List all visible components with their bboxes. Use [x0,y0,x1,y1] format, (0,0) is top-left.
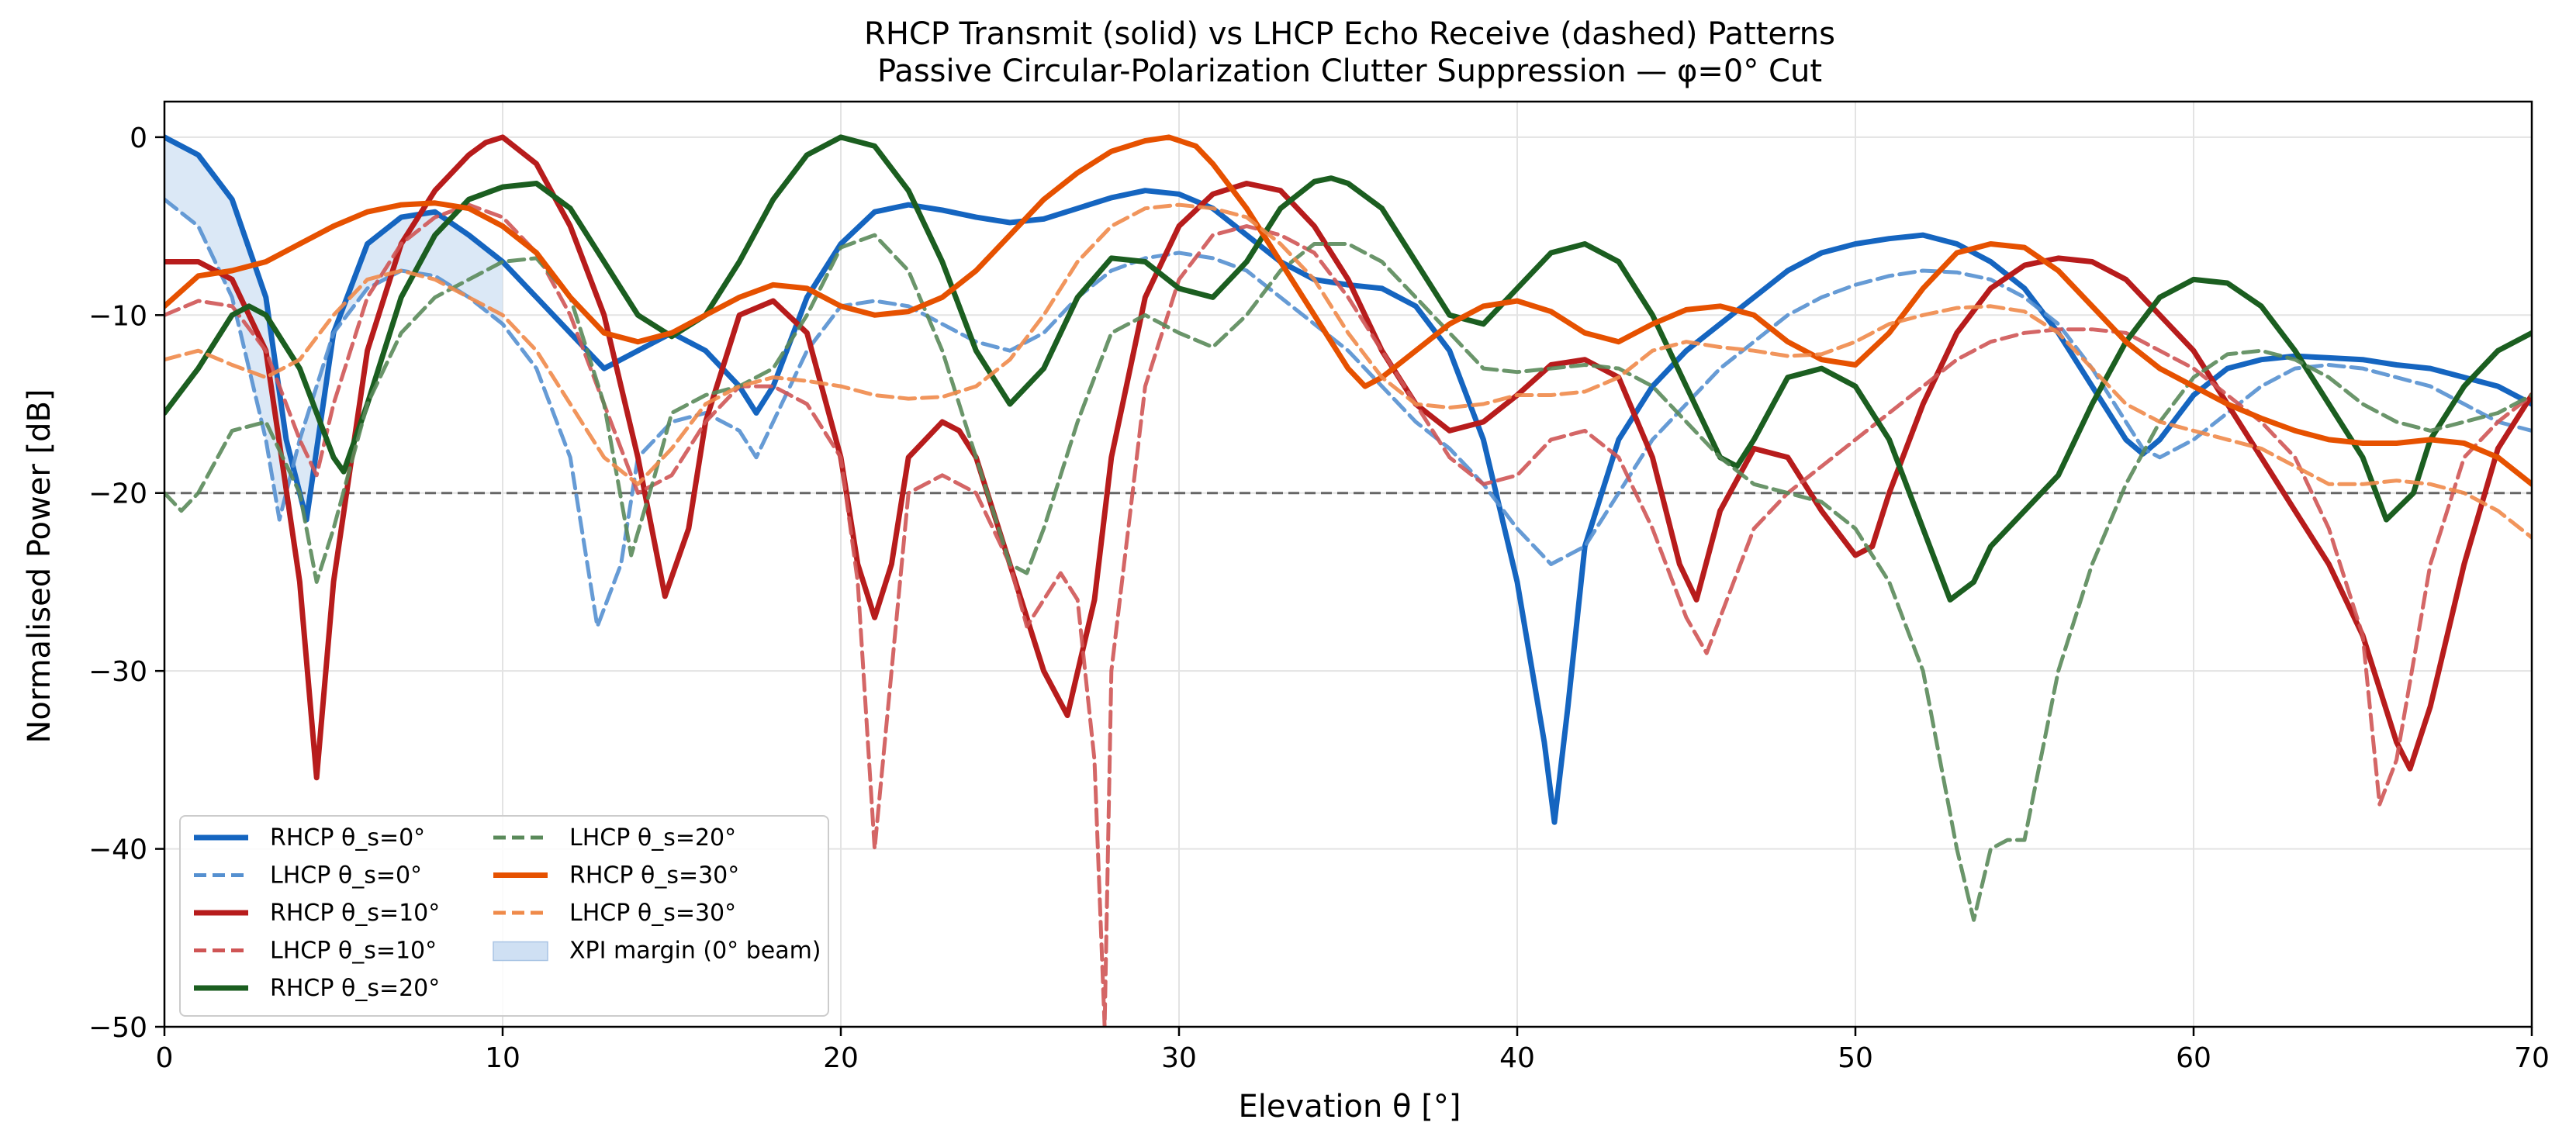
x-tick-label: 30 [1161,1042,1197,1074]
y-tick-label: −30 [88,656,147,688]
x-axis-label: Elevation θ [°] [1239,1089,1461,1125]
series-line-rhcp-theta-0 [164,134,2532,825]
x-tick-label: 60 [2176,1042,2211,1074]
legend-item-rhcp-theta-10: RHCP θ_s=10° [194,900,440,927]
legend: RHCP θ_s=0° LHCP θ_s=0° RHCP θ_s=10° LHCP θ… [179,815,829,1017]
series-line-lhcp-theta-0 [164,197,2532,629]
chart-title: RHCP Transmit (solid) vs LHCP Echo Recei… [864,16,1835,52]
series-line-lhcp-theta-30 [164,202,2532,540]
axis-ticks: 0 10 20 30 40 50 60 70 0 −10 −20 −30 −40 −50 [88,123,2550,1074]
plot-frame [163,100,2533,1028]
legend-label: LHCP θ_s=10° [270,938,437,965]
legend-label: LHCP θ_s=30° [569,900,736,927]
y-tick-label: −40 [88,834,147,866]
x-tick-label: 40 [1499,1042,1535,1074]
legend-label: RHCP θ_s=20° [270,975,440,1002]
legend-box [179,815,829,1017]
series-line-lhcp-theta-20 [164,233,2532,922]
legend-label: LHCP θ_s=0° [270,862,422,890]
legend-item-lhcp-theta-10: LHCP θ_s=10° [194,938,437,965]
legend-item-rhcp-theta-30: RHCP θ_s=30° [493,862,739,890]
y-tick-label: −10 [88,300,147,332]
legend-label: RHCP θ_s=10° [270,900,440,927]
legend-label: RHCP θ_s=0° [270,824,425,852]
y-tick-label: −20 [88,478,147,510]
series-line-rhcp-theta-20 [164,134,2532,603]
y-tick-label: 0 [130,123,147,154]
legend-item-rhcp-theta-20: RHCP θ_s=20° [194,975,440,1002]
y-tick-label: −50 [88,1012,147,1044]
x-tick-label: 20 [823,1042,859,1074]
x-tick-label: 10 [485,1042,520,1074]
x-tick-label: 0 [156,1042,174,1074]
legend-label: LHCP θ_s=20° [569,824,736,852]
legend-label: RHCP θ_s=30° [569,862,739,890]
series-lines [164,134,2532,1027]
legend-item-lhcp-theta-0: LHCP θ_s=0° [194,862,422,890]
y-axis-label: Normalised Power [dB] [22,389,57,743]
legend-item-xpi-margin-0-beam: XPI margin (0° beam) [493,938,821,965]
legend-label: XPI margin (0° beam) [569,938,821,965]
x-tick-label: 70 [2514,1042,2550,1074]
series-line-rhcp-theta-10 [164,134,2532,781]
legend-swatch [493,941,548,962]
series-line-rhcp-theta-30 [164,134,2532,487]
x-tick-label: 50 [1838,1042,1873,1074]
legend-item-lhcp-theta-30: LHCP θ_s=30° [493,900,736,927]
legend-item-rhcp-theta-0: RHCP θ_s=0° [194,824,425,852]
chart-subtitle: Passive Circular-Polarization Clutter Su… [877,54,1822,89]
legend-item-lhcp-theta-20: LHCP θ_s=20° [493,824,736,852]
